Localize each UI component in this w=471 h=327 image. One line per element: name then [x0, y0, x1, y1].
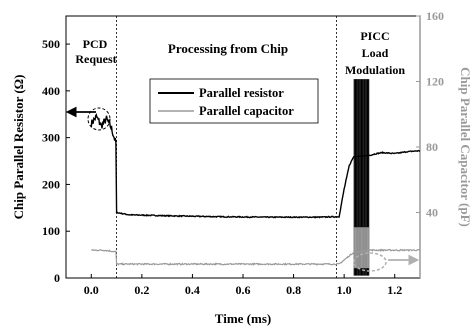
series-line-parallel-resistor — [90, 113, 420, 219]
resistor-callout-circle — [87, 107, 111, 131]
x-tick-label: 0.2 — [134, 283, 149, 297]
y-left-tick-label: 100 — [42, 224, 60, 238]
capacitor-callout-ellipse — [353, 252, 387, 272]
phase-label-picc-3: Modulation — [345, 63, 405, 77]
y-left-tick-label: 400 — [42, 84, 60, 98]
y-right-tick-label: 40 — [426, 206, 438, 220]
x-tick-label: 0.4 — [185, 283, 200, 297]
legend-box — [149, 78, 319, 124]
y-left-tick-label: 0 — [54, 271, 60, 285]
y-axis-right-title: Chip Parallel Capacitor (pF) — [458, 67, 471, 227]
phase-label-pcd-2: Request — [75, 52, 116, 66]
legend: Parallel resistor Parallel capacitor — [149, 78, 319, 124]
y-left-tick-label: 500 — [42, 37, 60, 51]
x-tick-label: 0.6 — [236, 283, 251, 297]
phase-label-pcd-1: PCD — [83, 37, 108, 51]
y-right-tick-label: 80 — [426, 140, 438, 154]
legend-label-capacitor: Parallel capacitor — [199, 104, 294, 118]
y-right-tick-label: 120 — [426, 75, 444, 89]
phase-label-processing: Processing from Chip — [168, 41, 288, 56]
x-tick-label: 0.8 — [286, 283, 301, 297]
y-left-tick-label: 300 — [42, 131, 60, 145]
legend-label-resistor: Parallel resistor — [199, 86, 284, 100]
phase-label-picc-2: Load — [362, 46, 389, 60]
phase-label-picc-1: PICC — [360, 29, 389, 43]
x-tick-label: 1.2 — [387, 283, 402, 297]
y-right-tick-label: 160 — [426, 9, 444, 23]
burst-parallel-capacitor — [353, 227, 370, 269]
series-line-parallel-capacitor — [91, 248, 421, 266]
x-tick-label: 1.0 — [337, 283, 352, 297]
y-axis-left-title: Chip Parallel Resistor (Ω) — [11, 75, 26, 220]
x-tick-label: 0.0 — [84, 283, 99, 297]
y-left-tick-label: 200 — [42, 177, 60, 191]
x-axis-title: Time (ms) — [215, 311, 271, 326]
